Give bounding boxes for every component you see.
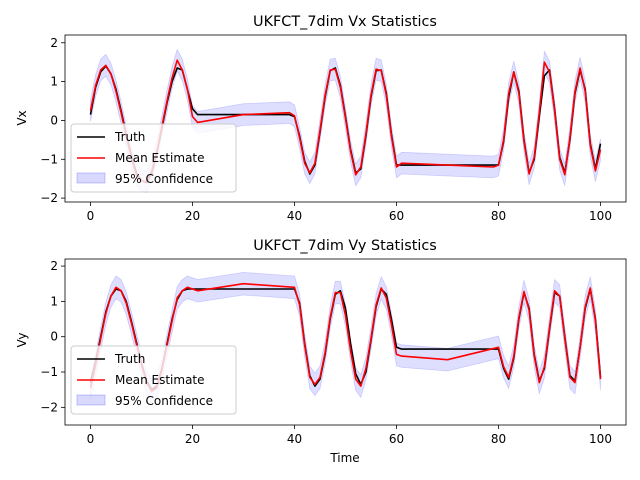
vx-x-tick-label: 20 xyxy=(185,209,200,223)
vy-legend-truth-label: Truth xyxy=(114,352,145,366)
vx-legend-truth-label: Truth xyxy=(114,130,145,144)
vx-y-tick-label: 1 xyxy=(50,75,58,89)
vx-subplot: UKFCT_7dim Vx Statistics Vx 0 20 40 60 80 100… xyxy=(15,14,627,223)
vy-x-tick-label: 0 xyxy=(87,432,95,446)
vx-x-tick-label: 0 xyxy=(87,209,95,223)
vx-axes-frame xyxy=(64,34,627,203)
vy-legend-confidence-swatch xyxy=(76,394,106,406)
vx-legend-estimate-label: Mean Estimate xyxy=(115,151,205,165)
vx-y-tick-label: −2 xyxy=(40,191,58,205)
vy-legend-estimate-label: Mean Estimate xyxy=(115,373,205,387)
vx-y-axis-label: Vx xyxy=(15,110,29,125)
vx-legend: Truth Mean Estimate 95% Confidence xyxy=(70,123,237,193)
vy-legend: Truth Mean Estimate 95% Confidence xyxy=(70,345,237,415)
vy-y-tick-label: 2 xyxy=(50,259,58,273)
vy-legend-box xyxy=(70,345,237,415)
vx-y-tick-label: 0 xyxy=(50,113,58,127)
vy-axis-ticks: 0 20 40 60 80 100 −2 −1 0 1 2 xyxy=(40,259,612,446)
vy-y-tick-label: −1 xyxy=(40,365,58,379)
vx-legend-confidence-swatch xyxy=(76,172,106,184)
vx-axis-ticks: 0 20 40 60 80 100 −2 −1 0 1 2 xyxy=(40,36,612,223)
vy-y-tick-label: −2 xyxy=(40,400,58,414)
vy-axes-frame xyxy=(64,258,627,426)
vy-chart-title: UKFCT_7dim Vy Statistics xyxy=(253,238,437,254)
vy-confidence-band xyxy=(90,271,601,404)
vy-x-tick-label: 80 xyxy=(491,432,506,446)
vx-x-tick-label: 80 xyxy=(491,209,506,223)
vy-legend-confidence-label: 95% Confidence xyxy=(115,394,213,408)
vx-y-tick-label: 2 xyxy=(50,36,58,50)
vx-x-tick-label: 100 xyxy=(589,209,612,223)
vy-x-tick-label: 40 xyxy=(287,432,302,446)
vx-legend-box xyxy=(70,123,237,193)
vx-x-tick-label: 40 xyxy=(287,209,302,223)
vy-subplot: UKFCT_7dim Vy Statistics Vy Time 0 20 40 60… xyxy=(15,238,627,465)
vy-y-tick-label: 0 xyxy=(50,330,58,344)
vy-y-axis-label: Vy xyxy=(15,333,29,348)
vy-x-tick-label: 60 xyxy=(389,432,404,446)
vy-x-tick-label: 100 xyxy=(589,432,612,446)
vx-y-tick-label: −1 xyxy=(40,152,58,166)
vy-y-tick-label: 1 xyxy=(50,294,58,308)
vy-x-axis-label: Time xyxy=(329,451,359,465)
vx-chart-title: UKFCT_7dim Vx Statistics xyxy=(253,14,437,30)
vy-x-tick-label: 20 xyxy=(185,432,200,446)
vx-legend-confidence-label: 95% Confidence xyxy=(115,172,213,186)
vx-x-tick-label: 60 xyxy=(389,209,404,223)
